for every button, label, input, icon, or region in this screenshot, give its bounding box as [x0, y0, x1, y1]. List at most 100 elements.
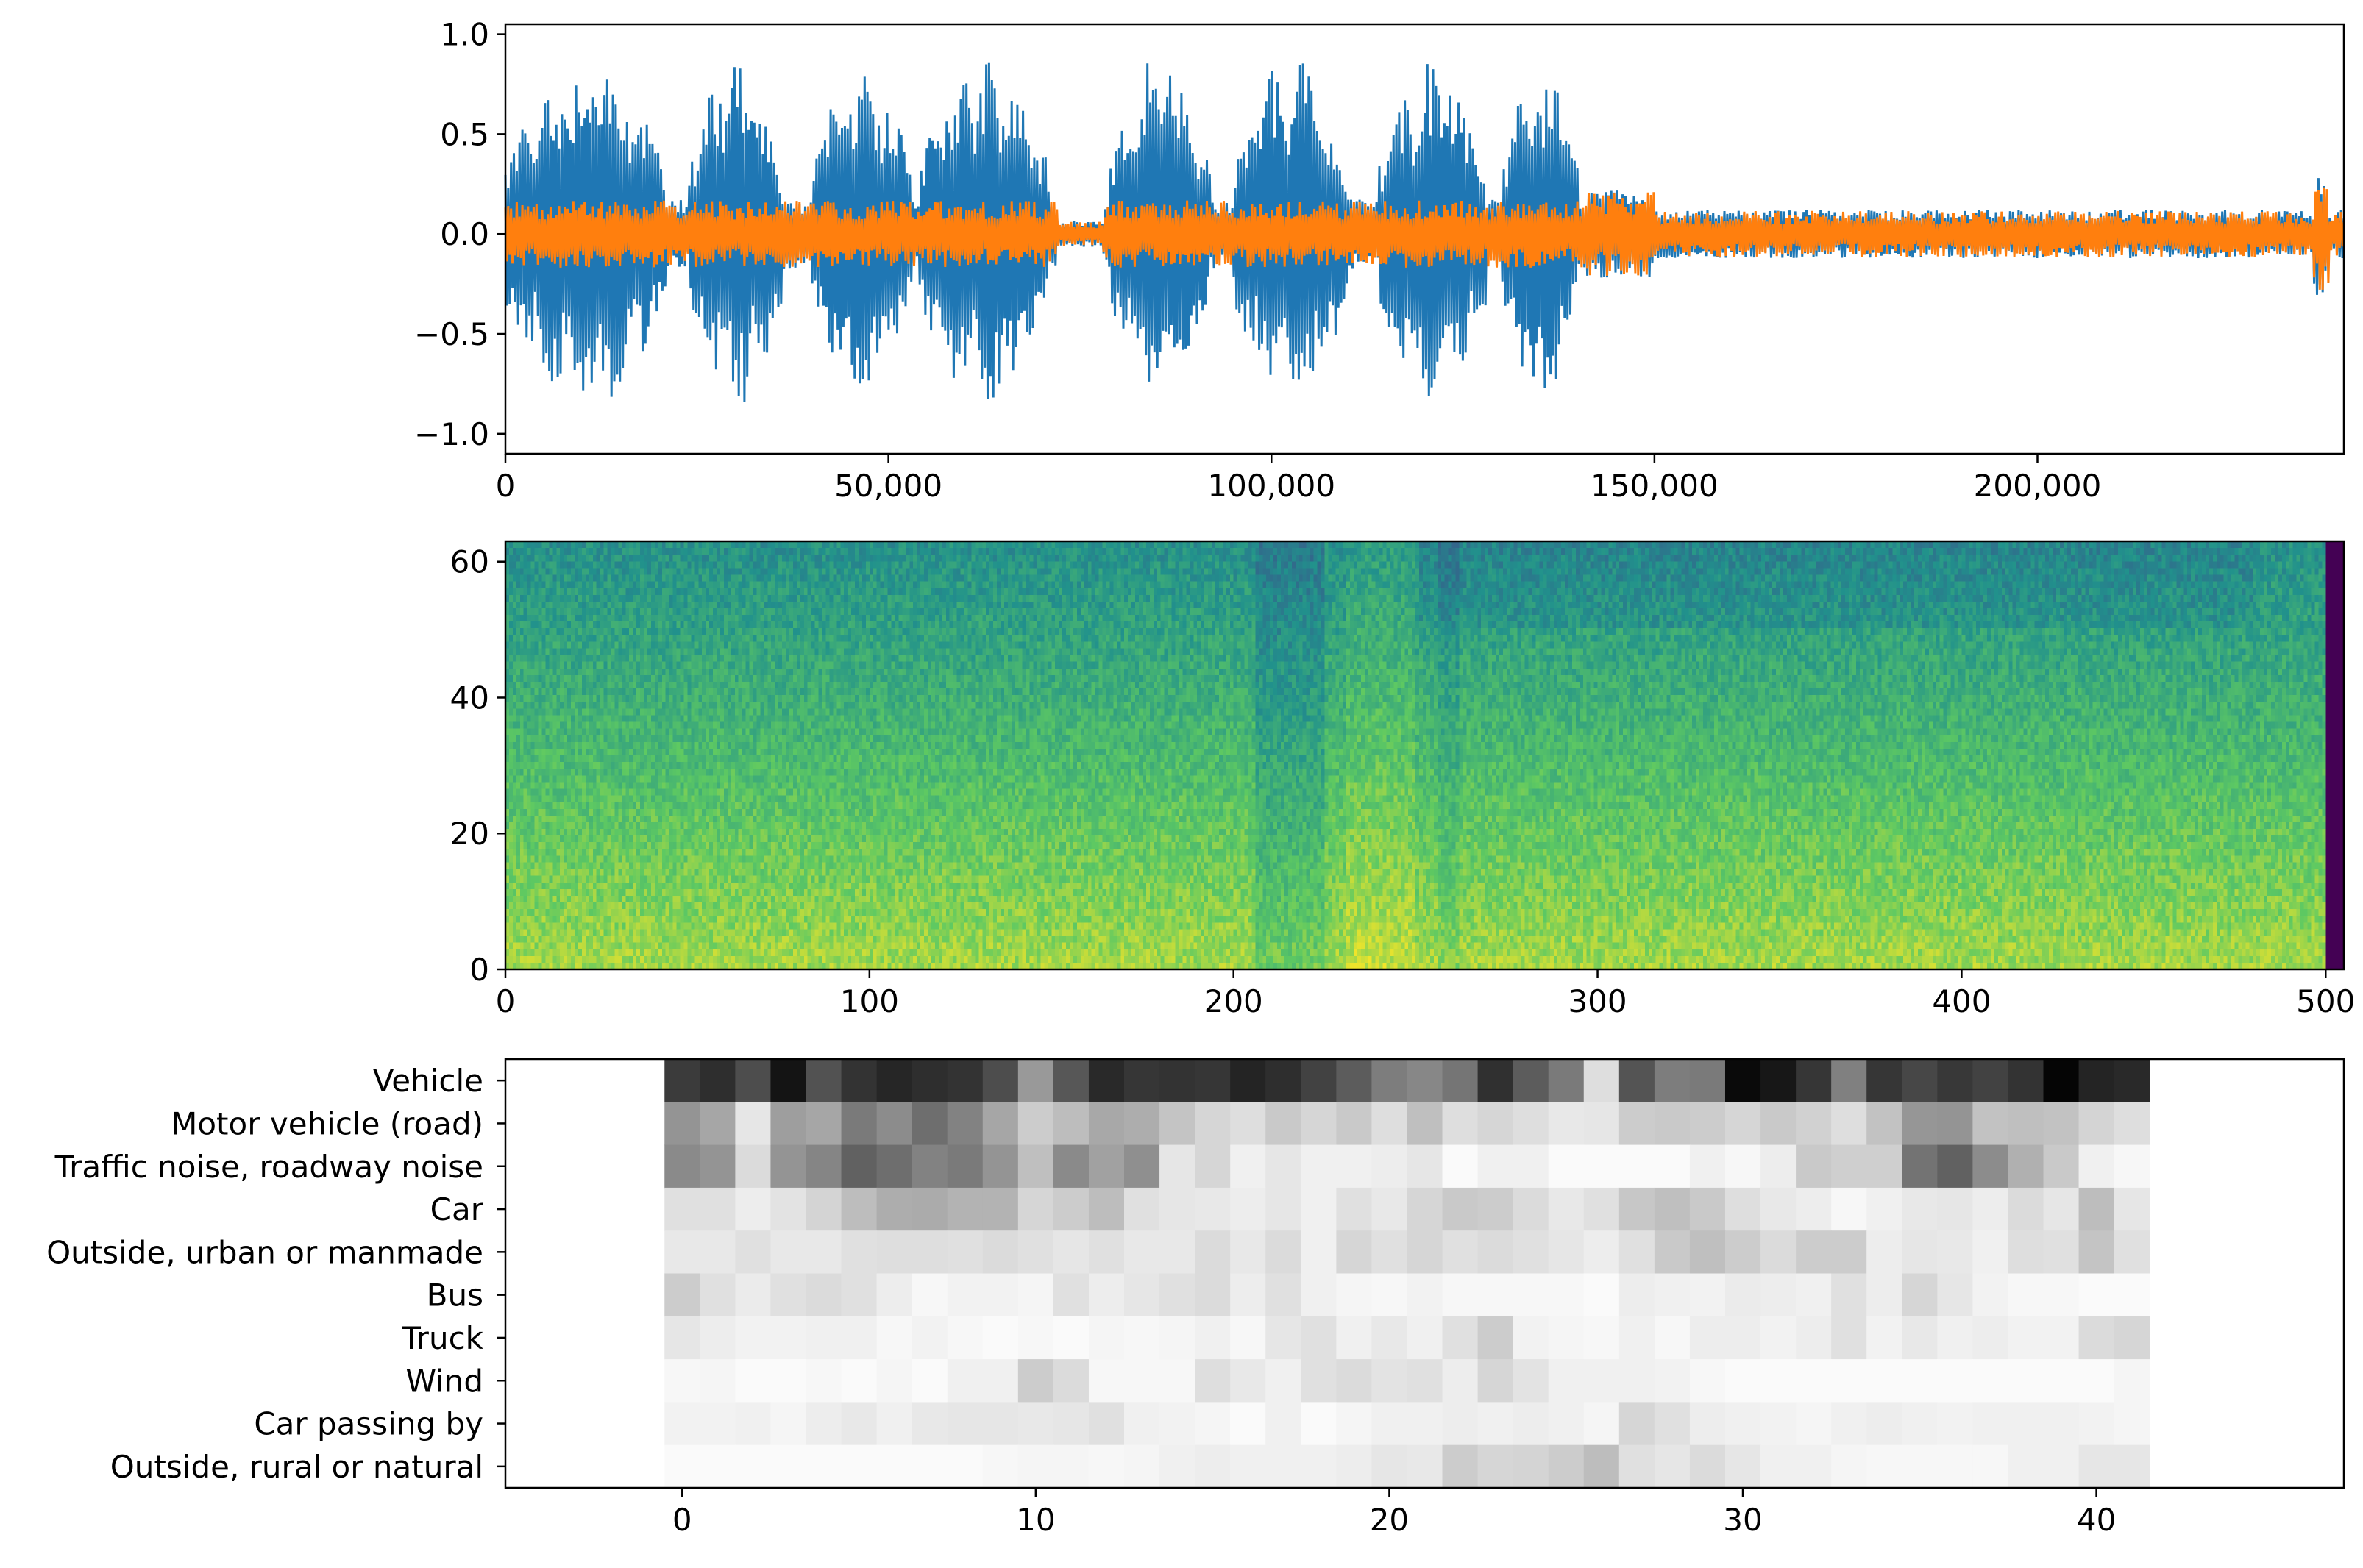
y-tick-label: −1.0 — [414, 416, 489, 452]
heatmap-cell — [1937, 1230, 1973, 1275]
heatmap-cell — [2078, 1102, 2115, 1146]
heatmap-cell — [982, 1230, 1019, 1275]
heatmap-cell — [1937, 1402, 1973, 1446]
heatmap-cell — [770, 1059, 807, 1102]
heatmap-cell — [1477, 1059, 1514, 1102]
heatmap-cell — [1053, 1230, 1090, 1275]
heatmap-cell — [1088, 1402, 1125, 1446]
heatmap-cell — [1866, 1316, 1902, 1360]
heatmap-cell — [1866, 1444, 1902, 1489]
heatmap-cell — [2078, 1273, 2115, 1317]
heatmap-cell — [1017, 1359, 1054, 1403]
waveform-panel: 0 50,000 100,000 150,000 200,000 −1.0 −0.5 0.0 0… — [414, 17, 2345, 504]
heatmap-cell — [1724, 1059, 1761, 1102]
heatmap-cell — [2008, 1230, 2044, 1275]
heatmap-cell — [1477, 1187, 1514, 1231]
heatmap-cell — [770, 1102, 807, 1146]
heatmap-cell — [1937, 1102, 1973, 1146]
heatmap-cell — [1937, 1316, 1973, 1360]
heatmap-cell — [2043, 1444, 2080, 1489]
heatmap-cell — [912, 1144, 948, 1189]
heatmap-cell — [1407, 1444, 1443, 1489]
heatmap-cell — [1088, 1444, 1125, 1489]
heatmap-cell — [2043, 1102, 2080, 1146]
heatmap-cell — [770, 1359, 807, 1403]
heatmap-cell — [1583, 1187, 1620, 1231]
heatmap-cell — [1972, 1273, 2009, 1317]
heatmap-cell — [1017, 1187, 1054, 1231]
y-tick-label: 20 — [450, 816, 489, 852]
heatmap-cell — [1124, 1402, 1160, 1446]
heatmap-cell — [1902, 1444, 1938, 1489]
heatmap-cell — [1301, 1359, 1337, 1403]
heatmap-cell — [947, 1402, 984, 1446]
heatmap-cell — [912, 1187, 948, 1231]
waveform-axes-frame — [504, 23, 2345, 455]
heatmap-cell — [1831, 1359, 1867, 1403]
heatmap-cell — [2043, 1187, 2080, 1231]
heatmap-cell — [700, 1444, 736, 1489]
heatmap-cell — [1195, 1059, 1231, 1102]
heatmap-cell — [1195, 1187, 1231, 1231]
heatmap-cell — [735, 1359, 772, 1403]
heatmap-cell — [1689, 1359, 1726, 1403]
heatmap-cell — [700, 1102, 736, 1146]
heatmap-cell — [1159, 1316, 1195, 1360]
heatmap-cell — [1724, 1144, 1761, 1189]
heatmap-cell — [1724, 1230, 1761, 1275]
heatmap-cell — [1972, 1102, 2009, 1146]
heatmap-cell — [806, 1359, 842, 1403]
heatmap-cell — [1831, 1102, 1867, 1146]
heatmap-cell — [1689, 1102, 1726, 1146]
heatmap-cell — [1513, 1059, 1549, 1102]
heatmap-cell — [1230, 1273, 1266, 1317]
heatmap-cell — [806, 1402, 842, 1446]
heatmap-cell — [1017, 1230, 1054, 1275]
heatmap-cell — [2114, 1444, 2150, 1489]
class-scores-panel: 0 10 20 30 40 Vehicle Motor vehicle (road) Traf… — [46, 1058, 2345, 1538]
heatmap-cell — [1336, 1230, 1373, 1275]
heatmap-cell — [2114, 1187, 2150, 1231]
heatmap-cell — [1760, 1144, 1797, 1189]
heatmap-cell — [1053, 1187, 1090, 1231]
heatmap-cell — [982, 1102, 1019, 1146]
heatmap-cell — [1017, 1102, 1054, 1146]
heatmap-cell — [1195, 1444, 1231, 1489]
heatmap-cell — [2114, 1230, 2150, 1275]
heatmap-cell — [1442, 1359, 1479, 1403]
x-tick-label: 500 — [2296, 983, 2355, 1019]
heatmap-cell — [806, 1444, 842, 1489]
heatmap-cell — [1796, 1316, 1832, 1360]
heatmap-cell — [700, 1230, 736, 1275]
heatmap-cell — [1336, 1273, 1373, 1317]
heatmap-cell — [1336, 1359, 1373, 1403]
heatmap-cell — [735, 1059, 772, 1102]
heatmap-cell — [1088, 1316, 1125, 1360]
x-tick-label: 50,000 — [834, 468, 942, 504]
heatmap-cell — [1972, 1316, 2009, 1360]
heatmap-cell — [1230, 1059, 1266, 1102]
heatmap-cell — [1796, 1059, 1832, 1102]
heatmap-cell — [1831, 1444, 1867, 1489]
heatmap-cell — [1937, 1444, 1973, 1489]
x-tick-label: 40 — [2077, 1502, 2116, 1538]
heatmap-cell — [1124, 1316, 1160, 1360]
heatmap-cell — [1053, 1273, 1090, 1317]
heatmap-cell — [912, 1359, 948, 1403]
heatmap-cell — [1053, 1402, 1090, 1446]
heatmap-cell — [664, 1273, 700, 1317]
heatmap-cell — [1654, 1402, 1691, 1446]
heatmap-cell — [2078, 1402, 2115, 1446]
heatmap-cell — [1689, 1144, 1726, 1189]
y-tick-label: 0 — [469, 952, 489, 988]
heatmap-cell — [2008, 1444, 2044, 1489]
heatmap-cell — [947, 1230, 984, 1275]
heatmap-cell — [1972, 1230, 2009, 1275]
heatmap-cell — [982, 1187, 1019, 1231]
heatmap-cell — [700, 1316, 736, 1360]
heatmap-cell — [770, 1187, 807, 1231]
heatmap-cell — [1371, 1230, 1408, 1275]
class-scores-axes-frame — [504, 1058, 2345, 1489]
heatmap-cell — [1831, 1273, 1867, 1317]
heatmap-cell — [1336, 1144, 1373, 1189]
